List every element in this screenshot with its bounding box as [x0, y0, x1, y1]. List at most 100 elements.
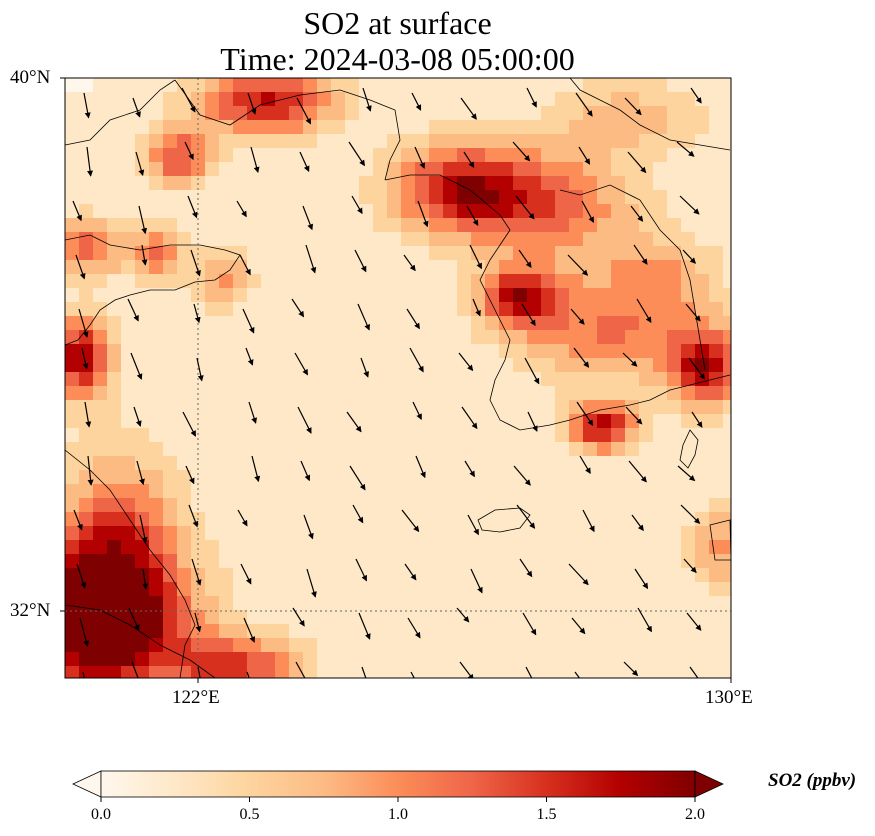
wind-arrow [236, 200, 247, 218]
wind-arrow [466, 205, 479, 227]
wind-arrow [251, 455, 261, 483]
lon-label-122: 122°E [172, 687, 220, 708]
map-frame [64, 77, 732, 679]
wind-arrow [248, 401, 258, 424]
wind-arrow [525, 666, 533, 678]
wind-arrow [410, 671, 415, 678]
wind-arrow [461, 406, 478, 430]
colorbar-tick-label: 1.0 [388, 806, 408, 823]
wind-arrow [622, 352, 638, 367]
colorbar [72, 770, 724, 802]
wind-arrow [634, 568, 649, 590]
wind-arrow [242, 308, 255, 334]
wind-arrow [680, 504, 701, 524]
wind-arrow [524, 357, 540, 385]
wind-arrow [133, 406, 142, 427]
wind-arrow [245, 347, 254, 366]
wind-arrow [247, 92, 257, 115]
colorbar-tick-label: 0.0 [91, 806, 111, 823]
wind-arrow [512, 141, 531, 162]
wind-arrow [182, 411, 196, 437]
wind-arrow [142, 568, 149, 590]
wind-arrow [86, 146, 94, 177]
wind-arrow [239, 254, 251, 276]
wind-arrow [132, 97, 141, 118]
wind-arrow [690, 87, 702, 104]
wind-arrow [76, 563, 87, 589]
wind-arrow [78, 308, 89, 338]
wind-arrow [625, 406, 643, 425]
wind-arrow [521, 303, 536, 327]
colorbar-tick-label: 1.5 [536, 806, 557, 823]
wind-arrow [578, 146, 591, 165]
wind-arrow [685, 303, 701, 322]
wind-arrow [237, 509, 248, 527]
wind-arrow [240, 563, 252, 585]
wind-arrow [362, 87, 372, 112]
wind-arrow [676, 141, 695, 157]
so2-field [65, 78, 731, 678]
lat-label-40: 40°N [10, 67, 51, 88]
wind-arrow [131, 661, 139, 678]
wind-arrow [576, 401, 594, 427]
wind-arrow [250, 146, 260, 174]
wind-arrow [352, 504, 364, 524]
wind-arrow [355, 558, 367, 582]
wind-arrow [519, 558, 533, 578]
wind-arrow [573, 347, 590, 368]
wind-arrow [688, 357, 706, 380]
wind-arrow [682, 249, 697, 264]
wind-arrow [188, 504, 199, 528]
wind-arrow [409, 347, 424, 373]
map-title: SO2 at surface [303, 5, 492, 41]
wind-arrow [527, 411, 538, 432]
colorbar-extend-max [694, 770, 724, 798]
wind-arrow [637, 607, 652, 633]
lat-label-32: 32°N [10, 600, 51, 621]
wind-arrow [686, 612, 702, 631]
wind-arrow [458, 352, 474, 372]
wind-arrow [571, 617, 586, 635]
wind-arrow [357, 303, 370, 331]
wind-arrow [411, 92, 422, 111]
wind-arrow [299, 151, 310, 173]
wind-arrow [581, 200, 594, 223]
wind-arrow [349, 465, 366, 491]
wind-arrow [84, 401, 92, 428]
wind-arrow [404, 563, 417, 581]
wind-arrow [305, 244, 317, 274]
colorbar-tick-label: 2.0 [685, 806, 705, 823]
wind-arrow [191, 558, 202, 586]
wind-vectors [72, 87, 706, 678]
wind-arrow [464, 460, 475, 478]
wind-arrow [81, 347, 89, 370]
colorbar-bar [100, 770, 696, 798]
coastlines [65, 78, 731, 678]
wind-arrow [295, 661, 306, 678]
wind-arrow [184, 141, 194, 161]
wind-arrow [627, 151, 647, 174]
wind-arrow [472, 298, 481, 317]
wind-arrow [456, 607, 470, 623]
wind-arrow [136, 460, 145, 486]
wind-arrow [351, 195, 363, 215]
wind-arrow [181, 87, 196, 113]
wind-arrow [292, 607, 305, 627]
wind-arrow [82, 671, 85, 678]
wind-arrow [623, 661, 639, 677]
wind-arrow [407, 617, 421, 639]
wind-arrow [691, 411, 703, 428]
wind-arrow [190, 249, 201, 277]
wind-arrow [568, 563, 589, 586]
wind-arrow [196, 357, 204, 382]
wind-arrow [469, 244, 482, 270]
wind-arrow [139, 514, 148, 544]
map-subtitle-time: Time: 2024-03-08 05:00:00 [220, 41, 575, 77]
wind-arrow [138, 205, 148, 235]
wind-arrow [296, 97, 312, 125]
wind-arrow [187, 195, 198, 219]
wind-arrow [135, 151, 145, 177]
wind-arrow [630, 205, 644, 222]
wind-arrow [300, 460, 311, 482]
